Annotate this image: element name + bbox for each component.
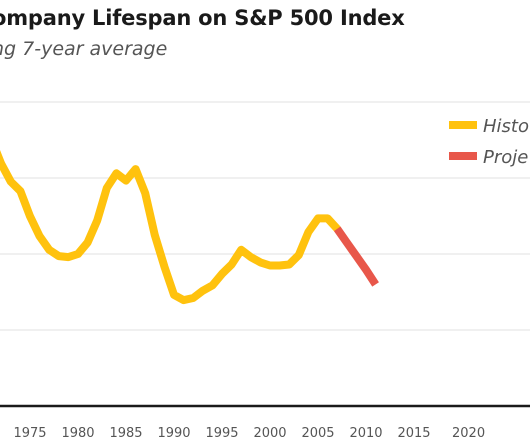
x-tick-label: 2000: [253, 426, 286, 441]
legend-label-projected: Proje: [483, 147, 528, 168]
x-tick-label: 1980: [61, 426, 94, 441]
x-tick-label: 1975: [13, 426, 46, 441]
x-tick-label: 1995: [205, 426, 238, 441]
series-line-projected: [333, 226, 379, 287]
x-tick-label: 2020: [452, 426, 485, 441]
x-tick-label: 1985: [109, 426, 142, 441]
x-tick-label: 2005: [301, 426, 334, 441]
x-tick-label: 2010: [349, 426, 382, 441]
legend-label-historical: Histo: [483, 116, 529, 137]
series-layer: [0, 149, 379, 305]
gridlines: [0, 101, 530, 331]
chart-subtitle: ng 7-year average: [0, 38, 168, 60]
x-tick-label: 1990: [157, 426, 190, 441]
series-line-historical: [0, 149, 342, 305]
x-tick-label: 2015: [397, 426, 430, 441]
x-axis-ticks: 1975 1980 1985 1990 1995 2000 2005 2010 …: [13, 426, 485, 441]
chart-title: ompany Lifespan on S&P 500 Index: [0, 6, 405, 30]
legend: Histo Proje: [449, 116, 529, 168]
